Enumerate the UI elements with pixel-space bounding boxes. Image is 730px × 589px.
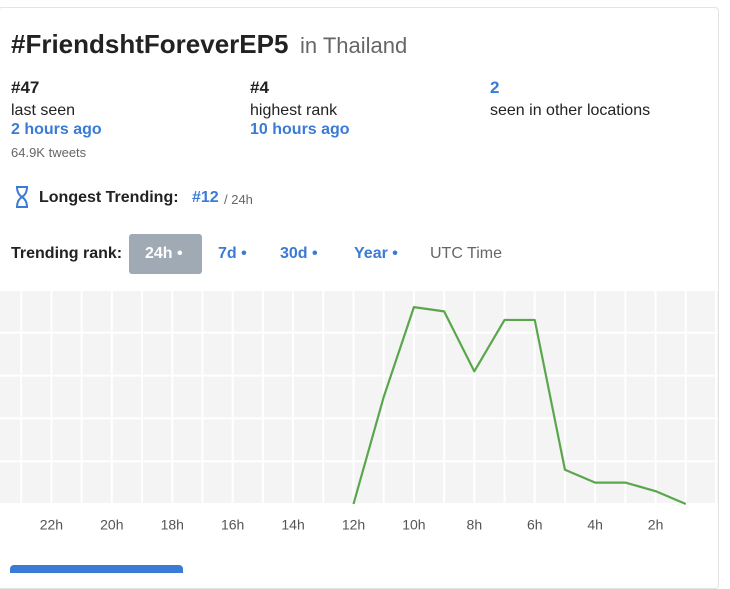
x-tick-label: 18h [161, 517, 184, 533]
stat-detail[interactable]: 2 hours ago [11, 121, 102, 138]
x-tick-label: 14h [281, 517, 304, 533]
longest-rank: #12 [192, 189, 219, 206]
title: #FriendshtForeverEP5 [11, 29, 289, 59]
location: in Thailand [300, 33, 408, 58]
x-tick-label: 6h [527, 517, 543, 533]
x-tick-label: 2h [648, 517, 664, 533]
longest-period: / 24h [224, 192, 253, 207]
stat-label: seen in other locations [490, 102, 651, 119]
tab[interactable]: 24h • [145, 245, 183, 262]
stat-label: last seen [11, 102, 76, 119]
longest-label: Longest Trending: [39, 189, 179, 206]
page: #FriendshtForeverEP5 in Thailand #47 las… [0, 7, 719, 589]
x-tick-label: 8h [467, 517, 483, 533]
x-tick-label: 22h [40, 517, 63, 533]
x-tick-label: 10h [402, 517, 425, 533]
stat-value[interactable]: 2 [490, 78, 500, 97]
active-tab[interactable] [129, 234, 202, 274]
x-tick-label: 4h [587, 517, 603, 533]
stat-label: highest rank [250, 102, 338, 119]
chart: 22h 20h 18h 16h 14h 12h 10h 8h 6h 4h 2h [0, 290, 718, 533]
x-tick-label: 20h [100, 517, 123, 533]
tab[interactable]: 7d • [218, 245, 247, 262]
stat-note: 64.9K tweets [11, 145, 87, 160]
stat-value: #47 [11, 78, 40, 97]
stat-value: #4 [250, 78, 269, 97]
plot-background [0, 290, 718, 504]
tab[interactable]: 30d • [280, 245, 318, 262]
hourglass-icon [16, 186, 28, 208]
rank-line [352, 306, 687, 506]
stat-detail[interactable]: 10 hours ago [250, 121, 350, 138]
timezone[interactable]: UTC Time [430, 245, 502, 262]
x-tick-label: 16h [221, 517, 244, 533]
tabs-label: Trending rank: [11, 245, 123, 262]
action-button[interactable] [10, 565, 183, 573]
tab[interactable]: Year • [354, 245, 398, 262]
x-tick-label: 12h [342, 517, 365, 533]
